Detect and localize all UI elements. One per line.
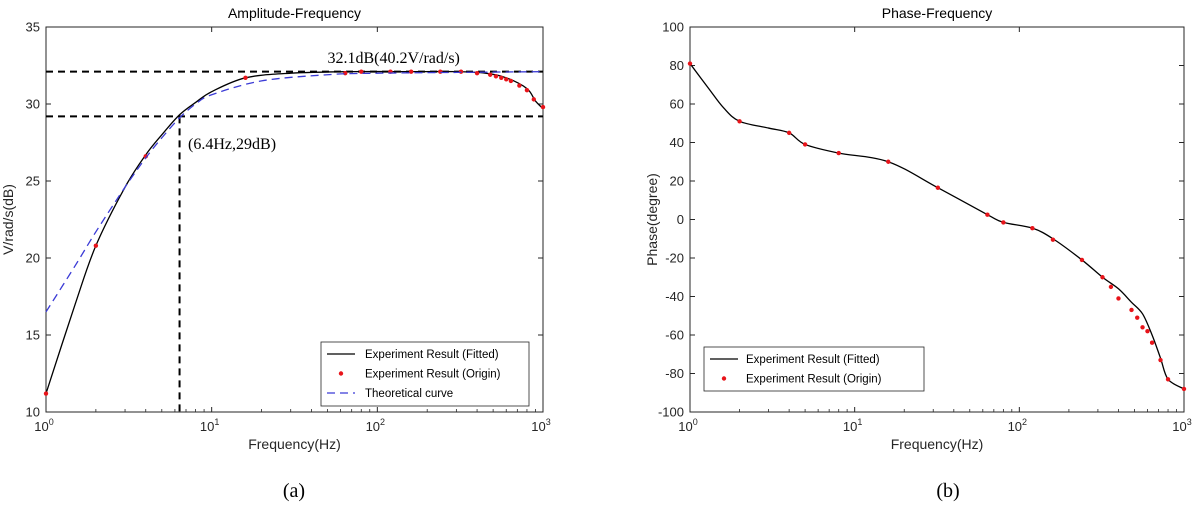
y-tick-label: 15 bbox=[26, 328, 40, 343]
data-point bbox=[1145, 328, 1150, 334]
chart-title: Amplitude-Frequency bbox=[228, 5, 361, 21]
x-axis-label: Frequency(Hz) bbox=[248, 436, 341, 452]
y-tick-label: 25 bbox=[26, 174, 40, 189]
y-tick-label: 60 bbox=[670, 97, 684, 112]
data-point bbox=[935, 185, 941, 190]
y-tick-label: -80 bbox=[665, 366, 684, 381]
y-tick-label: -100 bbox=[658, 405, 684, 420]
legend-entry-label: Experiment Result (Origin) bbox=[365, 369, 501, 381]
legend: Experiment Result (Fitted) Experiment Res… bbox=[320, 341, 530, 407]
legend-entry-label: Experiment Result (Fitted) bbox=[746, 354, 880, 366]
data-point bbox=[836, 150, 841, 156]
legend-box bbox=[320, 341, 530, 407]
x-tick-label: 102 bbox=[366, 417, 385, 434]
data-point bbox=[1050, 237, 1056, 242]
y-tick-label: 100 bbox=[662, 20, 684, 35]
y-tick-label: 20 bbox=[670, 174, 684, 189]
annotation-label: (6.4Hz,29dB) bbox=[188, 136, 276, 153]
x-tick-label: 100 bbox=[678, 417, 697, 434]
legend-entry-label: Experiment Result (Fitted) bbox=[365, 349, 499, 361]
chart-panel-amplitude: 100 101 102 103 10 15 20 25 30 35 Amplitude-Freque… bbox=[0, 5, 551, 502]
y-tick-label: 40 bbox=[670, 135, 684, 150]
data-point bbox=[737, 119, 742, 124]
data-point bbox=[886, 159, 891, 164]
legend-box bbox=[703, 346, 925, 392]
data-point bbox=[1149, 340, 1155, 345]
data-point bbox=[786, 130, 792, 136]
data-point bbox=[1165, 377, 1171, 382]
x-axis-label: Frequency(Hz) bbox=[891, 436, 984, 452]
series-origin-markers bbox=[687, 61, 1187, 392]
x-tick-label: 101 bbox=[843, 417, 862, 434]
y-tick-label: -20 bbox=[665, 251, 684, 266]
data-point bbox=[517, 83, 522, 88]
data-point bbox=[1116, 296, 1121, 301]
y-axis-label: V/rad/s(dB) bbox=[0, 184, 16, 255]
legend-entry-label: Experiment Result (Origin) bbox=[746, 374, 882, 386]
legend-swatch-marker bbox=[338, 371, 344, 376]
data-point bbox=[1135, 315, 1140, 320]
x-tick-label: 103 bbox=[531, 417, 550, 434]
y-tick-label: 20 bbox=[26, 251, 40, 266]
data-point bbox=[499, 75, 504, 81]
y-tick-label: 35 bbox=[26, 20, 40, 35]
data-point bbox=[243, 75, 248, 81]
data-point bbox=[474, 71, 480, 76]
data-point bbox=[1030, 225, 1035, 231]
annotation-label: 32.1dB(40.2V/rad/s) bbox=[327, 50, 459, 67]
data-point bbox=[1100, 275, 1105, 280]
data-point bbox=[1079, 257, 1085, 263]
data-point bbox=[1181, 386, 1187, 392]
data-point bbox=[1001, 220, 1006, 225]
series-theoretical-line bbox=[45, 71, 544, 313]
data-point bbox=[524, 87, 530, 93]
x-tick-label: 101 bbox=[200, 417, 219, 434]
legend: Experiment Result (Fitted) Experiment Res… bbox=[703, 346, 925, 392]
y-axis-label: Phase(degree) bbox=[644, 173, 660, 266]
y-tick-label: -60 bbox=[665, 328, 684, 343]
y-tick-label: -40 bbox=[665, 289, 684, 304]
data-point bbox=[1140, 325, 1145, 330]
data-point bbox=[504, 77, 509, 82]
x-tick-label: 102 bbox=[1008, 417, 1027, 434]
x-tick-label: 100 bbox=[34, 417, 53, 434]
data-point bbox=[408, 69, 414, 74]
data-point bbox=[531, 97, 537, 102]
y-tick-label: 0 bbox=[677, 212, 684, 227]
data-point bbox=[1158, 357, 1163, 363]
y-tick-label: 10 bbox=[26, 405, 40, 420]
data-point bbox=[487, 72, 493, 77]
data-point bbox=[802, 142, 808, 147]
data-point bbox=[438, 69, 443, 74]
data-point bbox=[93, 243, 99, 248]
panel-label: (a) bbox=[283, 480, 305, 502]
y-tick-label: 80 bbox=[670, 58, 684, 73]
legend-swatch-marker bbox=[721, 376, 727, 381]
data-point bbox=[458, 69, 464, 74]
y-tick-label: 30 bbox=[26, 97, 40, 112]
chart-title: Phase-Frequency bbox=[882, 5, 993, 21]
data-point bbox=[43, 391, 49, 396]
data-point bbox=[493, 74, 499, 79]
panel-label: (b) bbox=[936, 480, 959, 502]
data-point bbox=[985, 212, 990, 217]
data-point bbox=[687, 61, 693, 66]
data-point bbox=[1108, 284, 1114, 290]
data-point bbox=[540, 104, 546, 110]
chart-panel-phase: 100 101 102 103 -100 -80 -60 -40 -20 0 20 40 60 80 100… bbox=[644, 5, 1192, 502]
data-point bbox=[508, 78, 514, 84]
data-point bbox=[1129, 307, 1134, 313]
x-tick-label: 103 bbox=[1172, 417, 1191, 434]
legend-entry-label: Theoretical curve bbox=[365, 388, 453, 400]
